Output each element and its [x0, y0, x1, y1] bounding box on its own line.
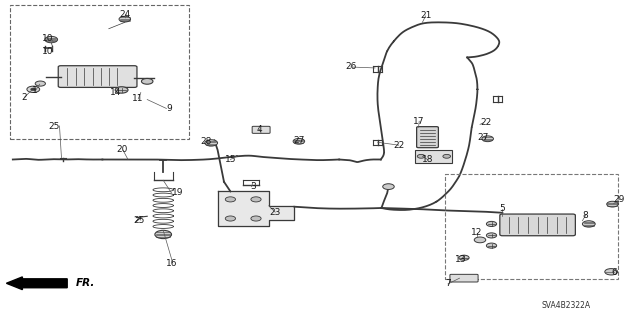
Text: 20: 20 — [116, 145, 127, 154]
Circle shape — [31, 88, 36, 91]
Circle shape — [459, 255, 469, 260]
Text: 23: 23 — [269, 208, 281, 217]
Text: 9: 9 — [167, 104, 172, 113]
FancyArrow shape — [6, 277, 67, 290]
Text: 2: 2 — [22, 93, 27, 102]
Text: 1: 1 — [33, 86, 38, 95]
Circle shape — [225, 197, 236, 202]
Circle shape — [607, 201, 618, 207]
Circle shape — [486, 243, 497, 248]
Circle shape — [417, 154, 425, 158]
Bar — [10, 5, 189, 139]
Circle shape — [486, 233, 497, 238]
Circle shape — [293, 138, 305, 144]
Text: 16: 16 — [166, 259, 177, 268]
Circle shape — [474, 237, 486, 243]
Text: 8: 8 — [583, 211, 588, 220]
Text: 25: 25 — [49, 122, 60, 130]
FancyBboxPatch shape — [252, 126, 270, 133]
Text: 6: 6 — [612, 268, 617, 277]
Circle shape — [251, 216, 261, 221]
Text: 10: 10 — [42, 34, 54, 43]
Text: 22: 22 — [481, 118, 492, 127]
Text: 19: 19 — [172, 189, 183, 197]
Bar — [445, 174, 618, 279]
Text: 10: 10 — [42, 47, 54, 56]
Circle shape — [383, 184, 394, 189]
Text: 3: 3 — [250, 182, 255, 191]
Text: 29: 29 — [614, 195, 625, 204]
Circle shape — [35, 81, 45, 86]
Text: 15: 15 — [225, 155, 236, 164]
Circle shape — [155, 230, 172, 239]
Circle shape — [443, 154, 451, 158]
Circle shape — [582, 221, 595, 227]
Text: 7: 7 — [445, 279, 451, 288]
Text: 24: 24 — [119, 10, 131, 19]
Circle shape — [482, 136, 493, 142]
Circle shape — [45, 36, 58, 43]
Circle shape — [251, 197, 261, 202]
Circle shape — [141, 78, 153, 84]
Polygon shape — [218, 191, 294, 226]
Text: 13: 13 — [455, 256, 467, 264]
Text: 27: 27 — [477, 133, 489, 142]
Text: 26: 26 — [345, 63, 356, 71]
Text: 5: 5 — [500, 204, 505, 213]
Circle shape — [205, 140, 218, 146]
Circle shape — [486, 221, 497, 226]
Text: 25: 25 — [134, 216, 145, 225]
Text: 21: 21 — [420, 11, 431, 20]
Text: FR.: FR. — [76, 278, 95, 288]
FancyBboxPatch shape — [58, 66, 137, 87]
FancyBboxPatch shape — [415, 150, 452, 163]
Text: 14: 14 — [109, 88, 121, 97]
Circle shape — [225, 216, 236, 221]
FancyBboxPatch shape — [417, 127, 438, 148]
FancyBboxPatch shape — [450, 274, 478, 282]
Text: 27: 27 — [294, 136, 305, 145]
Circle shape — [605, 269, 618, 275]
FancyBboxPatch shape — [500, 214, 575, 236]
Text: 18: 18 — [422, 155, 433, 164]
Text: 4: 4 — [257, 125, 262, 134]
Circle shape — [115, 87, 128, 93]
Circle shape — [27, 86, 40, 93]
Text: 17: 17 — [413, 117, 425, 126]
Text: 12: 12 — [471, 228, 483, 237]
Text: 11: 11 — [132, 94, 143, 103]
Text: SVA4B2322A: SVA4B2322A — [542, 301, 591, 310]
Text: 22: 22 — [393, 141, 404, 150]
Circle shape — [119, 16, 131, 22]
Text: 28: 28 — [200, 137, 212, 146]
